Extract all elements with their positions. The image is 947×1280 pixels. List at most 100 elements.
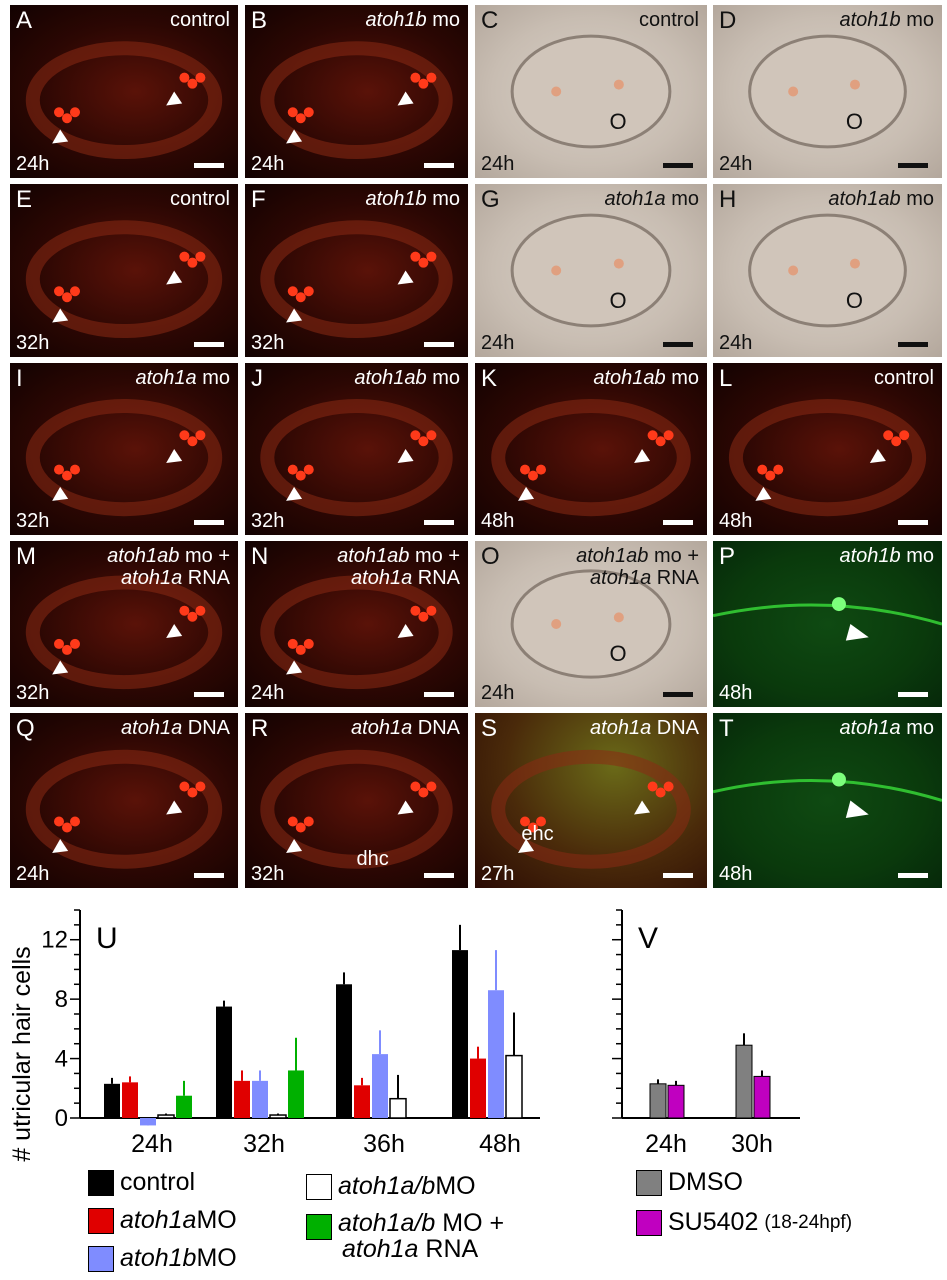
legend-atoh1b-mo: atoh1b MO: [88, 1244, 237, 1273]
scale-bar: [194, 163, 224, 168]
panel-image: [25, 399, 223, 517]
panel-title: atoh1ab mo + atoh1a RNA: [107, 545, 230, 589]
bar: [157, 1114, 175, 1119]
panel-letter: M: [16, 543, 36, 570]
panel-letter: K: [481, 365, 498, 392]
legend-atoh1ab-mo: atoh1a/b MO: [306, 1172, 476, 1201]
otolith-label: O: [609, 108, 627, 134]
y-tick-label: 0: [55, 1105, 68, 1132]
panel-letter: H: [719, 186, 737, 213]
panel-image: [260, 41, 453, 160]
panel-image: [748, 213, 907, 328]
panel-letter: P: [719, 543, 736, 570]
panel-time: 24h: [16, 153, 50, 175]
bar: [336, 984, 352, 1118]
otolith-label: O: [845, 108, 863, 134]
bar: [505, 1054, 523, 1119]
bar-charts: 0 4 8 12# utricular hair cells U 24h 32h 36h 48h…: [8, 909, 800, 1162]
panel-image: [510, 34, 672, 149]
panel-letter: N: [251, 543, 269, 570]
panel-letter: L: [719, 365, 733, 392]
panel-title: atoh1ab mo: [354, 367, 460, 389]
legend-swatch: [636, 1169, 662, 1196]
panel-title: atoh1ab mo + atoh1a RNA: [337, 545, 460, 589]
panel-letter: Q: [16, 715, 35, 742]
panel-time: 24h: [16, 863, 50, 885]
panel-time: 24h: [481, 153, 515, 175]
panel-time: 32h: [251, 332, 285, 354]
panel-title: atoh1b mo: [839, 545, 934, 567]
panel-letter: A: [16, 7, 33, 34]
legend-swatch: [88, 1169, 114, 1196]
y-tick-label: 12: [41, 927, 68, 954]
bar: [176, 1095, 192, 1118]
panel-title: control: [169, 188, 230, 210]
bar: [104, 1083, 120, 1118]
panel-time: 24h: [481, 332, 515, 354]
bar: [216, 1006, 232, 1118]
panel-letter: B: [251, 7, 268, 34]
scale-bar: [424, 520, 454, 525]
scale-bar: [194, 873, 224, 878]
legend-label: MO +: [435, 1209, 505, 1237]
panel-image: [728, 399, 927, 517]
bar-v: [735, 1044, 753, 1119]
bar: [269, 1114, 287, 1119]
panel-title: atoh1ab mo: [593, 367, 699, 389]
scale-bar: [194, 520, 224, 525]
legend-dmso: DMSO: [636, 1168, 743, 1197]
panel-title: atoh1b mo: [365, 9, 460, 31]
panel-time: 48h: [481, 510, 515, 532]
panel-letter: R: [251, 715, 269, 742]
panel-letter: F: [251, 186, 266, 213]
panel-letter: C: [481, 7, 499, 34]
bar: [234, 1080, 250, 1118]
panel-letter: I: [16, 365, 23, 392]
panel-letter: S: [481, 715, 498, 742]
panel-time: 24h: [251, 153, 285, 175]
panel-title: atoh1a DNA: [121, 717, 230, 739]
panel-image: [25, 575, 223, 690]
scale-bar: [424, 873, 454, 878]
panel-letter: J: [251, 365, 263, 392]
bar: [122, 1082, 138, 1118]
panel-title: control: [873, 367, 934, 389]
legend-swatch: [306, 1173, 332, 1200]
otolith-label: O: [609, 640, 627, 666]
panel-image: [491, 749, 691, 869]
panel-letter: O: [481, 543, 500, 570]
panel-image: [748, 34, 907, 149]
y-tick-label: 8: [55, 986, 68, 1013]
legend-swatch: [88, 1207, 114, 1234]
panel-time: 32h: [16, 682, 50, 704]
x-tick-label-v: 24h: [645, 1130, 687, 1158]
panel-letter: E: [16, 186, 33, 213]
legend-atoh1ab-mo-rna: atoh1a/b MO + atoh1a RNA: [306, 1210, 504, 1262]
scale-bar: [424, 692, 454, 697]
panel-time: 24h: [251, 682, 285, 704]
panel-image: [713, 772, 942, 818]
legend-atoh1a-mo: atoh1a MO: [88, 1206, 237, 1235]
panel-title: atoh1a mo: [839, 717, 934, 739]
panel-letter-u: U: [96, 922, 118, 955]
legend-swatch: [636, 1209, 662, 1236]
otolith-label: O: [609, 287, 627, 313]
panel-time: 24h: [481, 682, 515, 704]
x-tick-label: 36h: [363, 1130, 405, 1158]
x-tick-label: 24h: [131, 1130, 173, 1158]
panel-image: [510, 569, 672, 679]
panel-title: atoh1a DNA: [351, 717, 460, 739]
legend-label-italic: atoh1b: [120, 1244, 197, 1272]
panel-time: 48h: [719, 510, 753, 532]
legend-label: DMSO: [668, 1168, 743, 1196]
legend-label-italic: atoh1a/b: [338, 1209, 436, 1237]
legend-label-italic: atoh1a: [120, 1206, 197, 1234]
panel-time: 32h: [16, 332, 50, 354]
